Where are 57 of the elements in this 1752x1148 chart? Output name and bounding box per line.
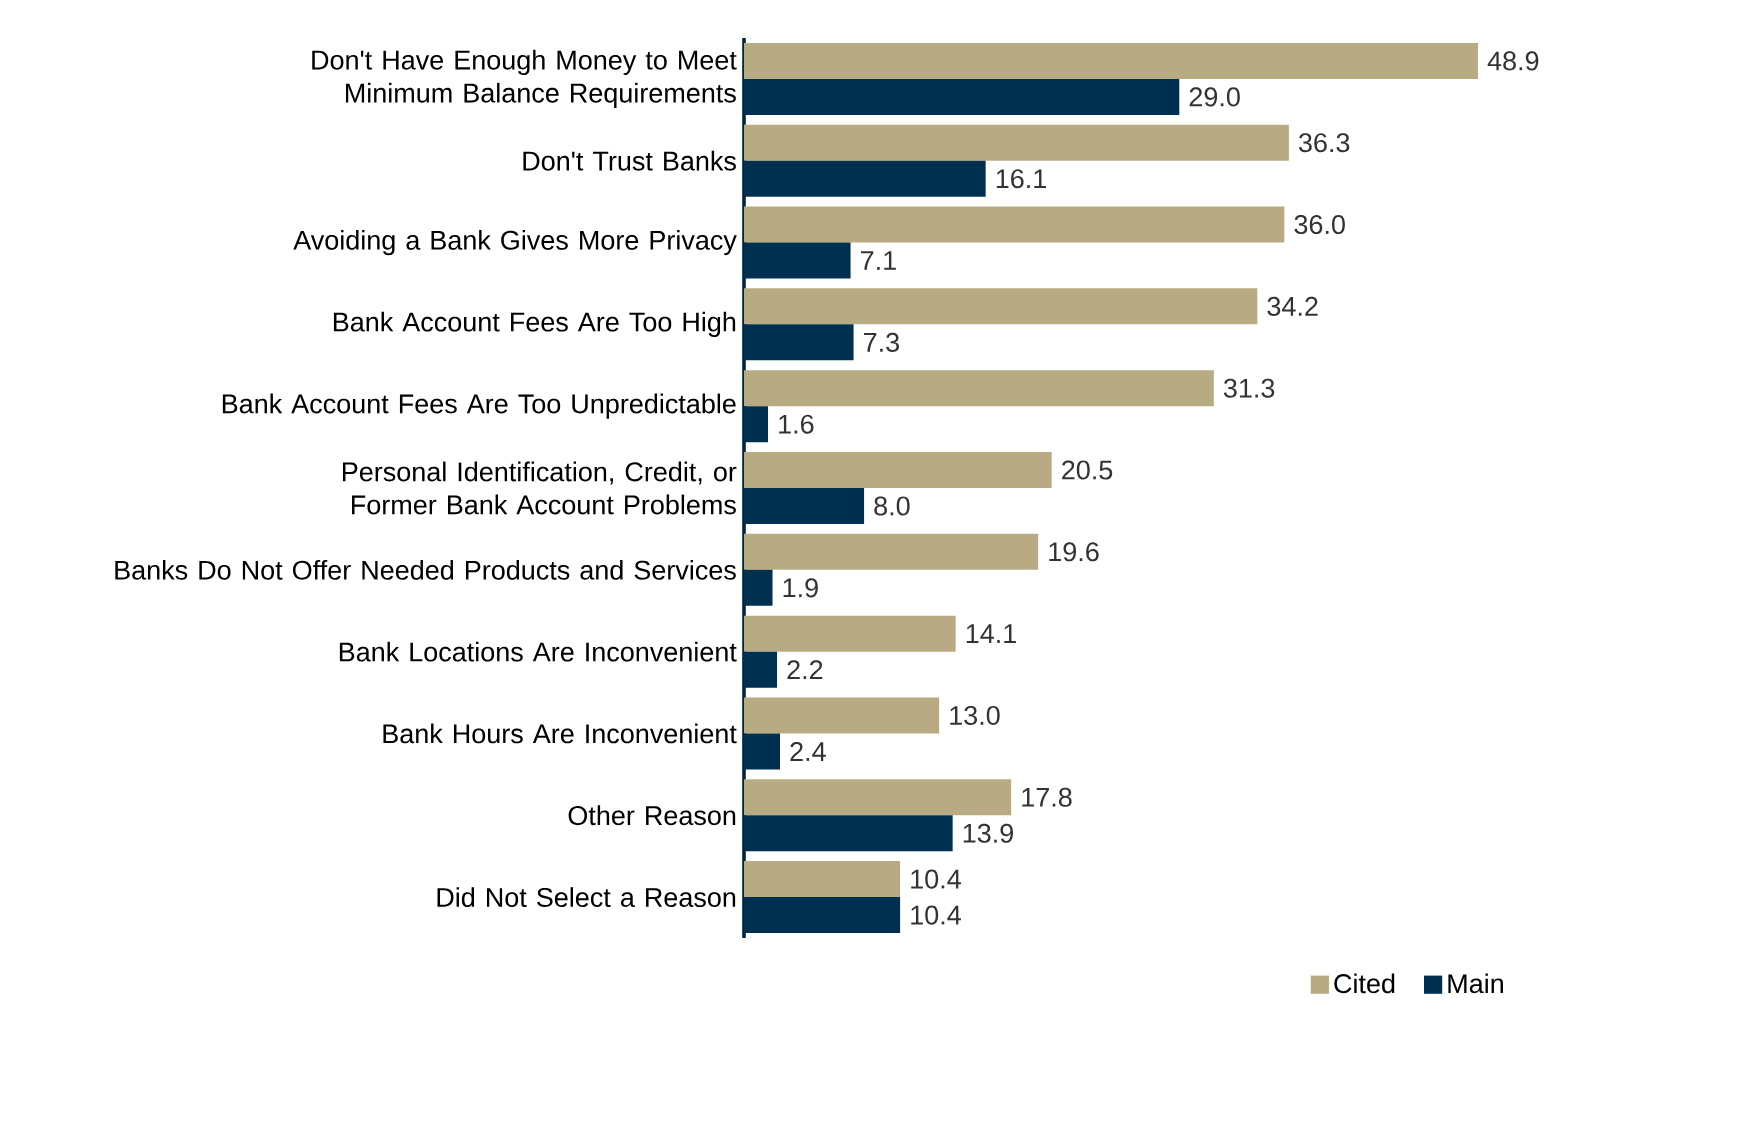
y-tick-label: Personal Identification, Credit, or Former Bank Account Problems <box>342 461 737 515</box>
y-tick-label: Bank Account Fees Are Too Unpredictable <box>222 393 736 419</box>
data-label: 19.6 <box>1049 542 1099 562</box>
y-tick-label: Banks Do Not Offer Needed Products and Services <box>115 559 736 580</box>
y-tick-label: Other Reason <box>568 805 736 826</box>
bar <box>744 651 778 688</box>
bar <box>744 78 1180 115</box>
data-label: 29.0 <box>1189 87 1240 107</box>
data-label: 1.6 <box>779 414 814 434</box>
data-label: 8.0 <box>874 496 910 516</box>
data-label: 36.0 <box>1294 215 1345 235</box>
bar <box>744 242 851 279</box>
bar <box>744 697 940 734</box>
bar <box>744 615 956 652</box>
data-label: 14.1 <box>966 624 1016 643</box>
data-label: 2.4 <box>790 742 826 761</box>
data-label: 48.9 <box>1487 51 1539 71</box>
data-label: 20.5 <box>1062 460 1113 480</box>
data-label: 2.2 <box>787 660 823 680</box>
data-label: 10.4 <box>911 869 961 889</box>
bar <box>744 569 773 606</box>
bar <box>744 452 1052 489</box>
data-label: 1.9 <box>783 578 818 598</box>
bar <box>744 815 953 852</box>
data-label: 13.0 <box>950 705 1000 726</box>
bar <box>744 160 986 197</box>
bar <box>744 861 901 898</box>
bar <box>744 42 1478 79</box>
data-label: 17.8 <box>1022 787 1072 807</box>
data-label: 13.9 <box>963 823 1013 843</box>
y-tick-label: Did Not Select a Reason <box>437 887 736 907</box>
data-label: 7.3 <box>864 332 899 352</box>
bar <box>744 288 1258 325</box>
data-label: 10.4 <box>911 905 961 925</box>
bar <box>744 488 865 525</box>
y-tick-label: Don't Have Enough Money to Meet Minimum Balance Requirements <box>312 49 737 109</box>
y-tick-label: Avoiding a Bank Gives More Privacy <box>293 229 737 256</box>
bar <box>744 779 1012 816</box>
bar <box>744 733 781 770</box>
data-label: 31.3 <box>1223 378 1275 398</box>
data-label: 7.1 <box>861 251 896 270</box>
bar <box>744 324 854 361</box>
legend-label: Cited <box>1334 973 1395 994</box>
data-label: 34.2 <box>1267 296 1318 316</box>
bar <box>744 206 1285 243</box>
y-tick-label: Don't Trust Banks <box>523 150 736 171</box>
bar <box>744 897 901 934</box>
data-label: 36.3 <box>1298 133 1350 153</box>
legend-label: Main <box>1448 973 1503 994</box>
y-tick-label: Bank Locations Are Inconvenient <box>339 641 737 662</box>
bar <box>744 533 1039 570</box>
y-tick-label: Bank Hours Are Inconvenient <box>383 723 737 744</box>
y-tick-label: Bank Account Fees Are Too High <box>333 311 736 337</box>
data-label: 16.1 <box>996 169 1046 189</box>
bar <box>744 370 1214 407</box>
bar <box>744 406 769 443</box>
bar <box>744 124 1289 161</box>
